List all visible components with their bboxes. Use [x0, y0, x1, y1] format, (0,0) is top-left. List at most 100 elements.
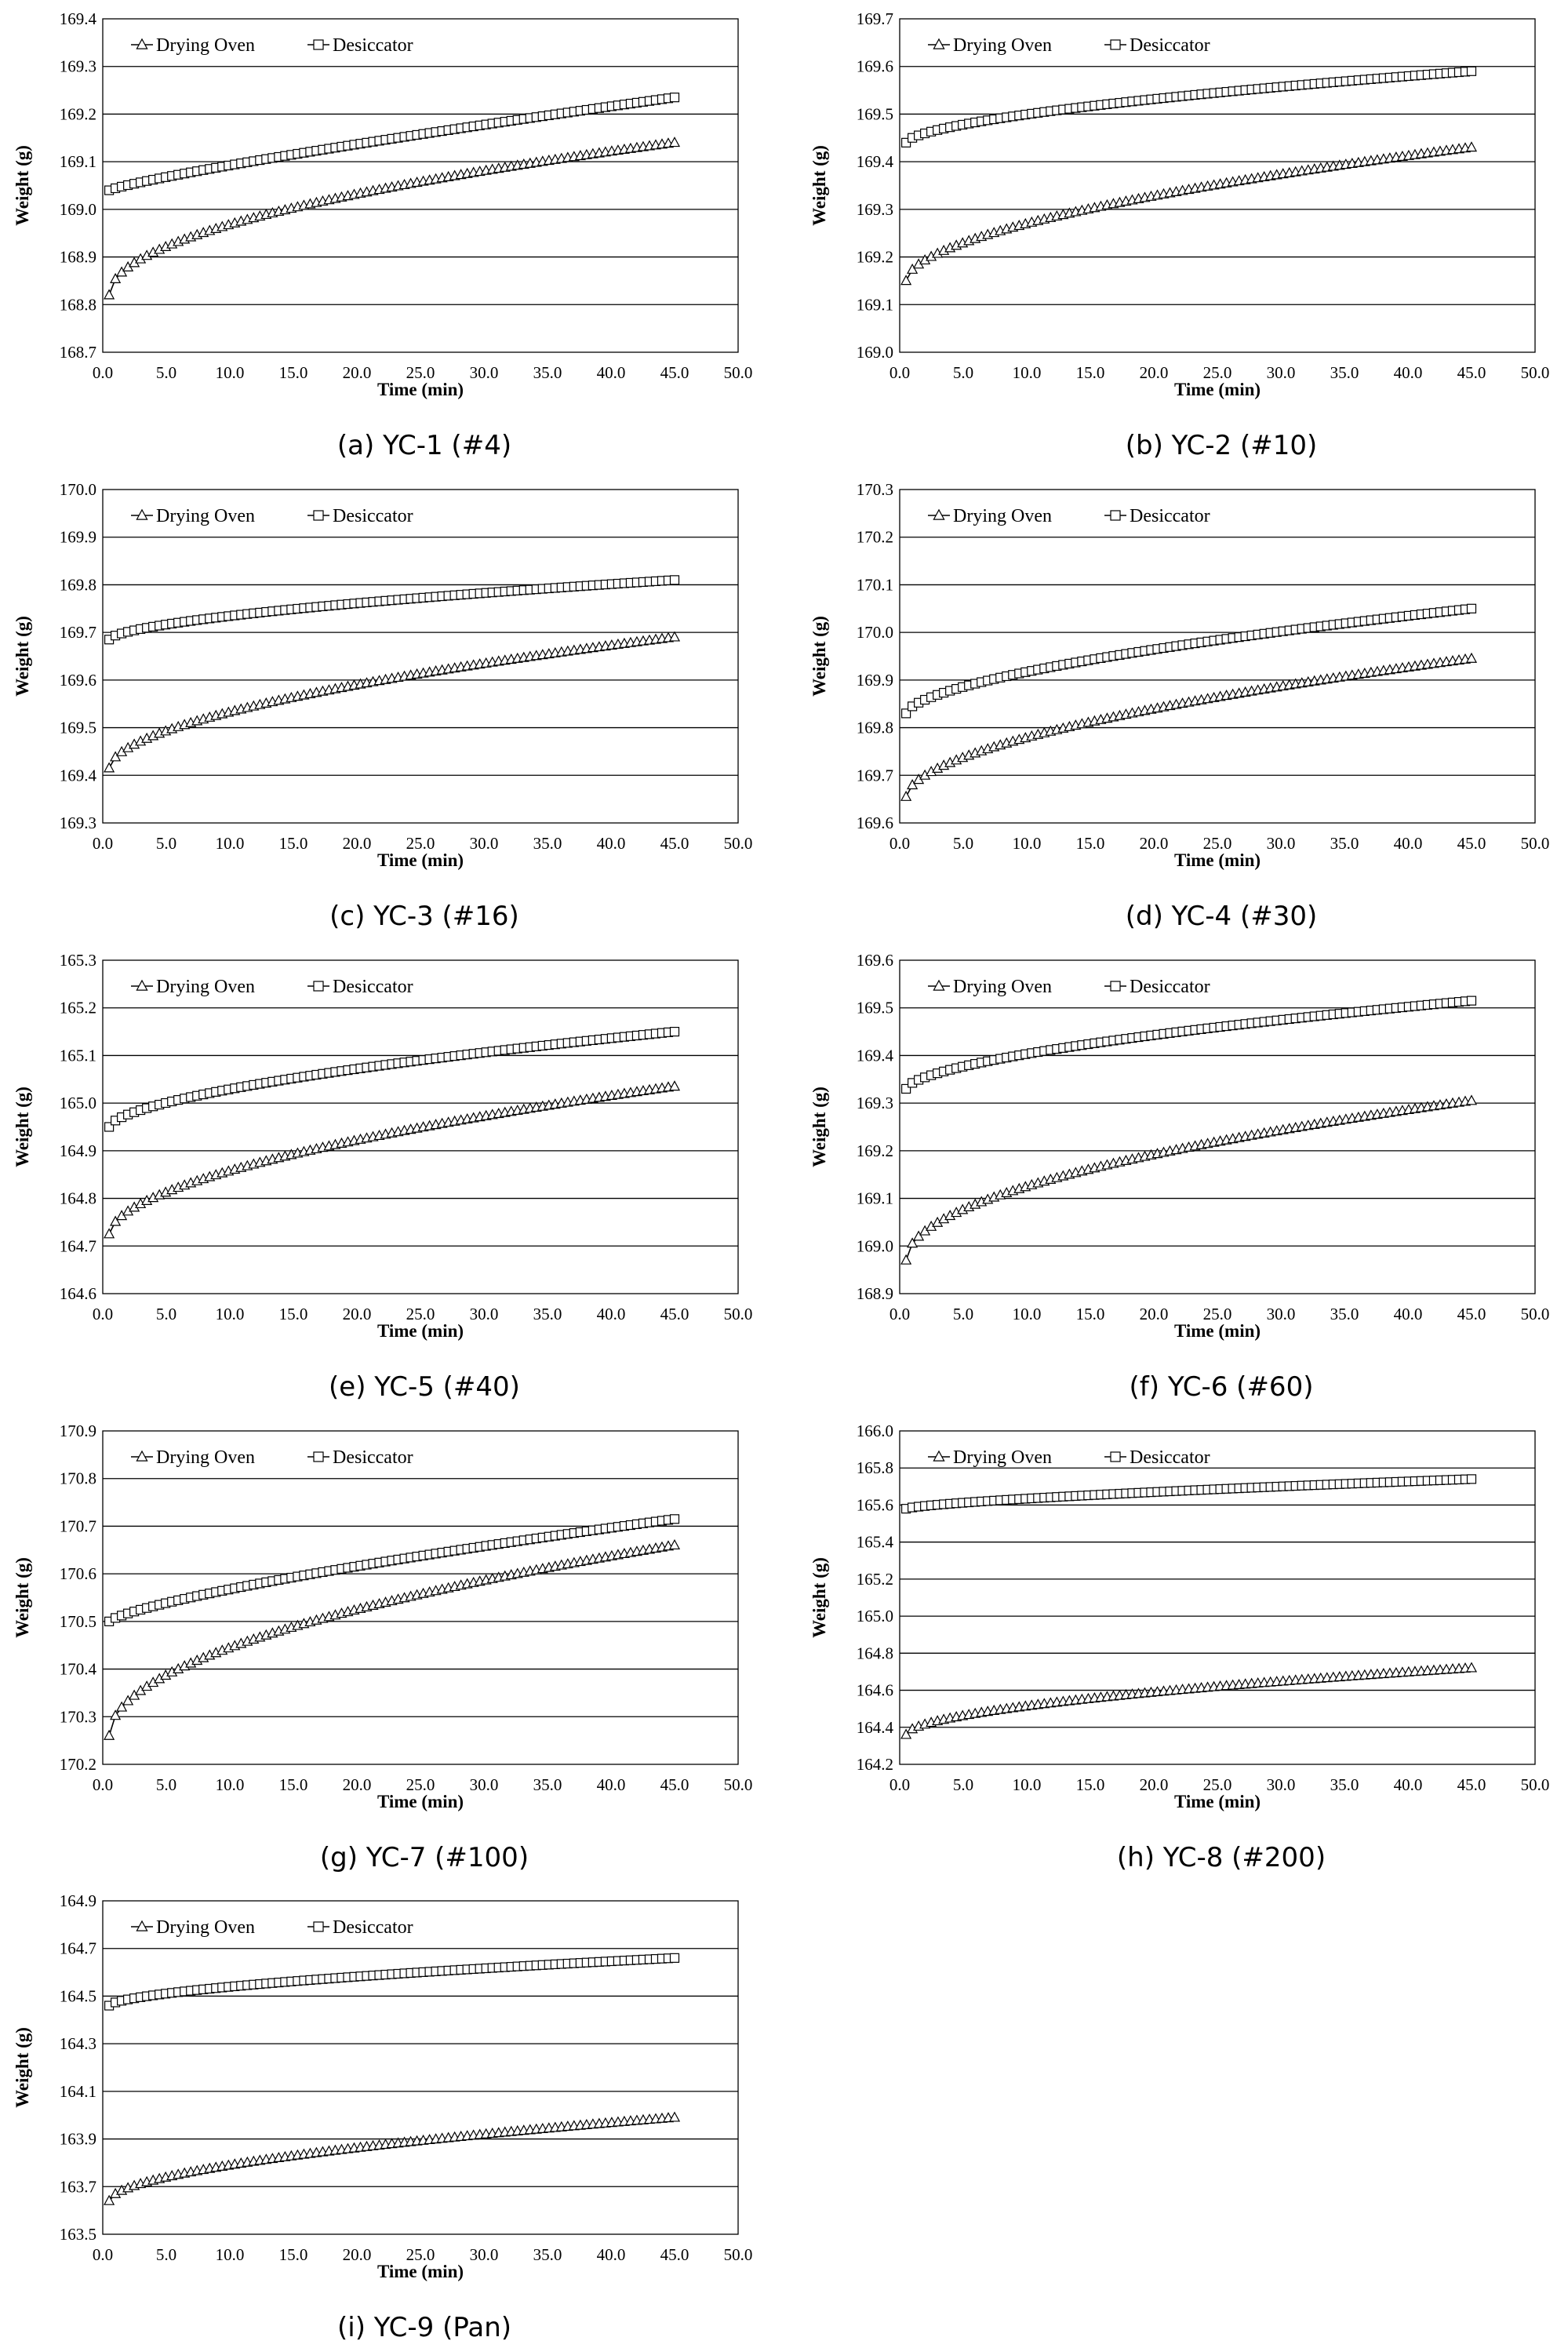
y-tick-label: 169.7	[857, 766, 893, 784]
square-marker-icon	[1110, 510, 1121, 521]
triangle-marker-icon	[933, 38, 945, 49]
data-point	[900, 1083, 911, 1094]
x-axis-title: Time (min)	[1174, 380, 1261, 399]
series-desiccator	[900, 996, 1477, 1094]
x-tick-label: 20.0	[343, 834, 372, 853]
data-point	[110, 751, 122, 762]
series-drying-oven	[900, 1094, 1478, 1265]
y-tick-label: 164.7	[60, 1939, 96, 1958]
x-tick-label: 50.0	[1521, 1775, 1550, 1794]
y-tick-label: 169.7	[60, 623, 96, 642]
y-tick-label: 169.1	[60, 152, 96, 171]
x-tick-label: 50.0	[724, 2245, 753, 2264]
data-point	[668, 137, 681, 147]
y-tick-label: 164.8	[857, 1644, 893, 1662]
legend: Drying Oven Desiccator	[928, 1447, 1210, 1468]
series-desiccator	[104, 93, 680, 195]
x-tick-label: 45.0	[1457, 1775, 1486, 1794]
legend: Drying Oven Desiccator	[131, 1917, 413, 1938]
square-marker-icon	[1110, 39, 1121, 50]
data-point	[668, 1538, 681, 1550]
data-point	[110, 1215, 122, 1226]
x-tick-label: 15.0	[279, 363, 308, 382]
x-tick-label: 15.0	[279, 1305, 308, 1323]
y-tick-label: 169.0	[857, 343, 893, 362]
y-tick-label: 170.2	[857, 528, 893, 547]
legend-label: Drying Oven	[156, 35, 255, 56]
plot-area	[899, 489, 1536, 824]
x-tick-label: 50.0	[724, 834, 753, 853]
x-tick-label: 20.0	[1140, 1305, 1169, 1323]
y-tick-label: 165.6	[857, 1495, 893, 1514]
y-tick-label: 169.3	[857, 200, 893, 219]
series-desiccator	[900, 66, 1477, 147]
x-tick-label: 45.0	[660, 363, 689, 382]
x-axis-title: Time (min)	[377, 2262, 464, 2281]
x-tick-label: 50.0	[1521, 834, 1550, 853]
y-axis-title: Weight (g)	[809, 145, 829, 226]
data-point	[907, 779, 919, 790]
chart-6: 168.9 169.0 169.1 169.2 169.3 169.4 169.5 169.6…	[809, 951, 1549, 1403]
chart-2: 169.0 169.1 169.2 169.3 169.4 169.5 169.6 169.7…	[809, 9, 1549, 461]
data-point	[669, 1026, 680, 1037]
x-tick-label: 25.0	[1203, 363, 1232, 382]
x-axis-title: Time (min)	[377, 380, 464, 399]
y-tick-label: 165.3	[60, 951, 96, 970]
x-tick-label: 15.0	[279, 834, 308, 853]
x-tick-label: 10.0	[216, 1775, 245, 1794]
x-tick-label: 15.0	[1076, 1775, 1105, 1794]
series-desiccator	[104, 575, 680, 645]
x-tick-label: 20.0	[343, 363, 372, 382]
chart-caption: (h) YC-8 (#200)	[1117, 1842, 1326, 1873]
y-tick-label: 164.6	[60, 1284, 96, 1303]
y-tick-label: 165.8	[857, 1458, 893, 1477]
x-tick-label: 15.0	[1076, 363, 1105, 382]
data-point	[116, 266, 128, 277]
x-tick-label: 0.0	[890, 1305, 910, 1323]
legend-label: Drying Oven	[953, 506, 1052, 526]
legend: Drying Oven Desiccator	[131, 35, 413, 56]
legend-label: Desiccator	[333, 977, 413, 997]
series-desiccator	[104, 1953, 680, 2011]
y-tick-label: 164.3	[60, 2034, 96, 2053]
legend-label: Drying Oven	[953, 1447, 1052, 1468]
y-tick-label: 168.8	[60, 295, 96, 314]
x-tick-label: 0.0	[890, 834, 910, 853]
data-point	[900, 1728, 912, 1739]
legend: Drying Oven Desiccator	[928, 506, 1210, 526]
y-tick-label: 168.7	[60, 343, 96, 362]
chart-caption: (g) YC-7 (#100)	[320, 1842, 529, 1873]
x-tick-label: 25.0	[406, 1775, 435, 1794]
x-tick-label: 15.0	[279, 1775, 308, 1794]
legend-label: Desiccator	[1130, 1447, 1210, 1468]
x-axis-title: Time (min)	[1174, 1792, 1261, 1811]
series-drying-oven	[900, 141, 1478, 286]
x-tick-label: 35.0	[533, 834, 562, 853]
x-tick-label: 40.0	[597, 363, 626, 382]
legend-label: Desiccator	[1130, 977, 1210, 997]
legend: Drying Oven Desiccator	[131, 1447, 413, 1468]
y-tick-label: 169.8	[60, 575, 96, 594]
legend-label: Desiccator	[333, 35, 413, 56]
x-tick-label: 30.0	[470, 363, 499, 382]
triangle-marker-icon	[136, 38, 148, 49]
data-point	[669, 1953, 680, 1963]
x-tick-label: 15.0	[1076, 1305, 1105, 1323]
x-tick-label: 0.0	[93, 834, 113, 853]
x-tick-label: 5.0	[156, 834, 176, 853]
legend: Drying Oven Desiccator	[131, 977, 413, 997]
y-tick-label: 169.4	[60, 766, 97, 784]
y-tick-label: 169.5	[60, 719, 96, 737]
data-point	[668, 1080, 681, 1091]
x-tick-label: 45.0	[1457, 363, 1486, 382]
y-tick-label: 170.9	[60, 1422, 96, 1440]
y-tick-label: 165.1	[60, 1046, 96, 1065]
data-point	[907, 1237, 919, 1248]
legend-label: Drying Oven	[156, 1917, 255, 1938]
x-tick-label: 35.0	[1330, 1305, 1359, 1323]
x-axis-title: Time (min)	[1174, 1321, 1261, 1341]
y-tick-label: 170.3	[857, 480, 893, 499]
x-tick-label: 5.0	[953, 363, 973, 382]
data-point	[1466, 1474, 1477, 1484]
data-point	[1466, 996, 1477, 1006]
